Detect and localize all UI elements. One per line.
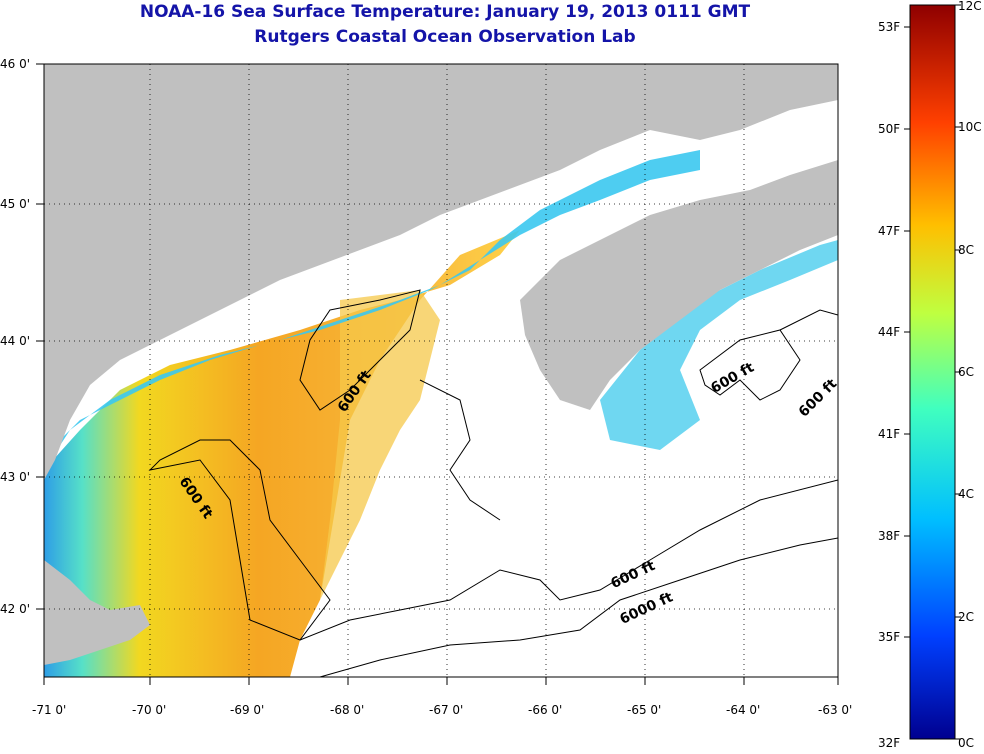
lon-label: -63 0' [818, 703, 852, 717]
lat-label: 42 0' [0, 602, 30, 616]
colorbar-label-f: 32F [878, 736, 900, 750]
lat-label: 46 0' [0, 57, 30, 71]
lon-label: -65 0' [627, 703, 661, 717]
colorbar-label-f: 35F [878, 630, 900, 644]
colorbar-label-c: 2C [958, 610, 974, 624]
colorbar-label-c: 0C [958, 736, 974, 750]
lon-label: -70 0' [132, 703, 166, 717]
lat-label: 45 0' [0, 197, 30, 211]
land-cape-cod [44, 560, 150, 665]
colorbar-label-c: 6C [958, 365, 974, 379]
depth-contours [148, 289, 838, 677]
colorbar [909, 4, 956, 740]
land-nova-scotia [520, 160, 838, 410]
colorbar-label-f: 44F [878, 325, 900, 339]
colorbar-label-c: 4C [958, 487, 974, 501]
map-subtitle: Rutgers Coastal Ocean Observation Lab [254, 27, 636, 47]
lon-label: -69 0' [230, 703, 264, 717]
land-new-england [44, 64, 838, 480]
colorbar-label-c: 8C [958, 243, 974, 257]
colorbar-ticks [904, 4, 961, 740]
lon-label: -67 0' [429, 703, 463, 717]
colorbar-label-f: 53F [878, 20, 900, 34]
lat-label: 43 0' [0, 470, 30, 484]
lon-label: -71 0' [32, 703, 66, 717]
graticule [44, 64, 838, 677]
map-title: NOAA-16 Sea Surface Temperature: January… [139, 2, 751, 22]
colorbar-label-f: 41F [878, 427, 900, 441]
colorbar-label-c: 12C [958, 0, 982, 13]
lat-label: 44 0' [0, 334, 30, 348]
lon-label: -66 0' [528, 703, 562, 717]
scattered-sst-region [320, 290, 440, 600]
cold-coastal-water [44, 150, 700, 470]
colorbar-label-c: 10C [958, 120, 982, 134]
map-border [43, 63, 839, 678]
lon-label: -64 0' [726, 703, 760, 717]
colorbar-label-f: 50F [878, 122, 900, 136]
lon-label: -68 0' [330, 703, 364, 717]
colorbar-label-f: 47F [878, 224, 900, 238]
colorbar-label-f: 38F [878, 529, 900, 543]
warm-water-region [44, 230, 520, 677]
cold-scotian-water [600, 240, 838, 450]
axis-ticks [36, 63, 839, 685]
